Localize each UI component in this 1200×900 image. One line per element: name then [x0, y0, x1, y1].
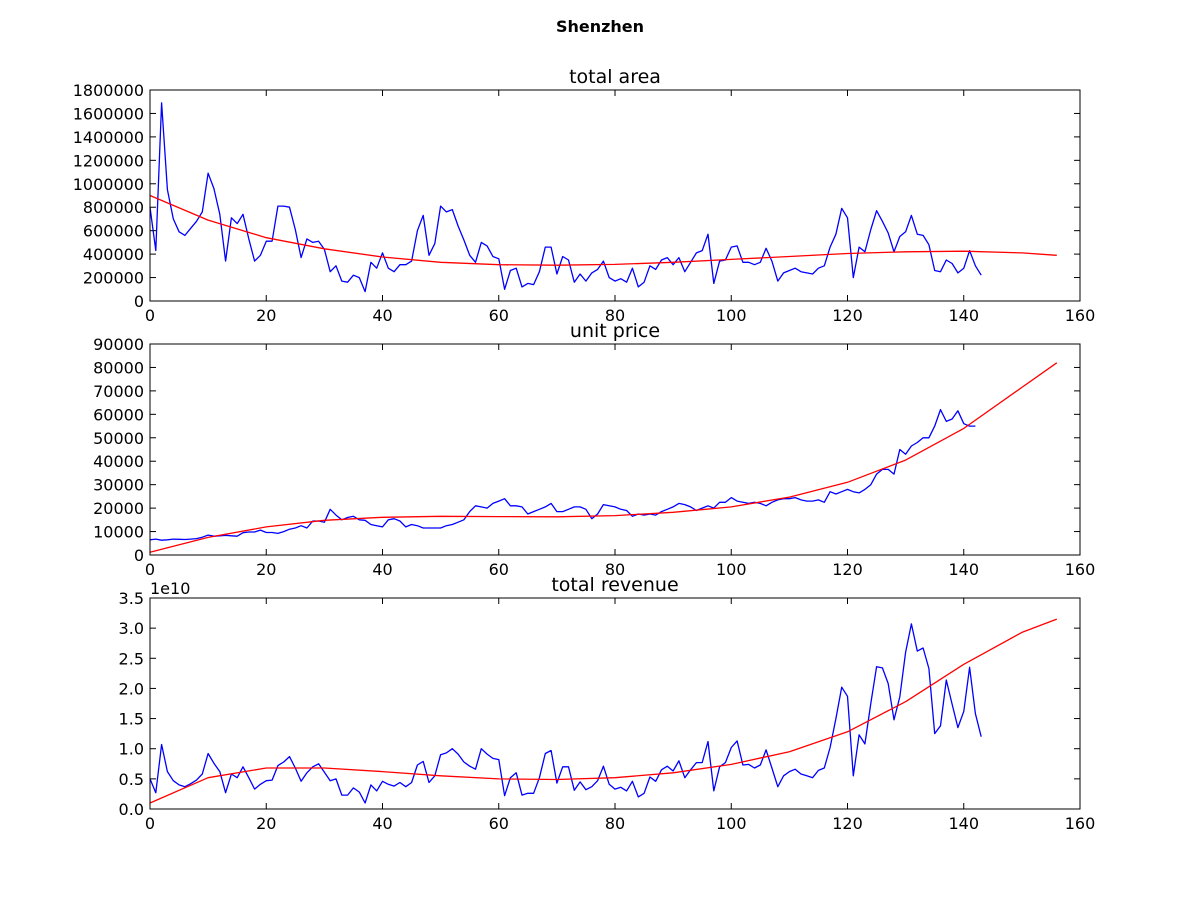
y-tick-label: 1.5: [119, 710, 144, 729]
y-tick-label: 1200000: [73, 151, 144, 170]
y-tick-label: 1600000: [73, 104, 144, 123]
figure-title: Shenzhen: [556, 17, 644, 36]
y-tick-label: 10000: [93, 523, 144, 542]
y-tick-label: 3.5: [119, 589, 144, 608]
y-tick-label: 50000: [93, 429, 144, 448]
subplot-1: 0 20 40 60 80 100 120 140 1600200000400000600000…: [73, 66, 1096, 325]
data-line-2: [149, 408, 976, 541]
y-tick-label: 30000: [93, 476, 144, 495]
x-tick-label: 20: [256, 306, 276, 325]
data-line-3: [149, 623, 982, 804]
x-tick-label: 80: [605, 560, 625, 579]
y-tick-label: 2.5: [119, 649, 144, 668]
x-tick-label: 100: [716, 560, 747, 579]
y-tick-label: 90000: [93, 335, 144, 354]
subplot-title: unit price: [570, 320, 660, 342]
x-tick-label: 60: [489, 814, 509, 833]
y-tick-label: 0.0: [119, 800, 144, 819]
subplot-title: total revenue: [551, 574, 678, 596]
x-tick-label: 60: [489, 560, 509, 579]
subplot-3: 0 20 40 60 80 100 120 140 160 0.0 0.5 1.0 1.5 2.0 2.5 3…: [119, 574, 1096, 833]
y-offset-label: 1e10: [150, 579, 190, 598]
subplot-2: 0 20 40 60 80 100 120 140 1600100002000030000400…: [93, 320, 1095, 579]
y-tick-label: 1.0: [119, 740, 144, 759]
y-tick-label: 20000: [93, 499, 144, 518]
y-tick-label: 2.0: [119, 679, 144, 698]
x-tick-label: 160: [1065, 306, 1096, 325]
x-tick-label: 20: [256, 814, 276, 833]
y-tick-label: 1000000: [73, 175, 144, 194]
y-tick-label: 200000: [83, 269, 144, 288]
x-tick-label: 160: [1065, 560, 1096, 579]
x-tick-label: 140: [948, 560, 979, 579]
y-tick-label: 0.5: [119, 770, 144, 789]
y-tick-label: 1400000: [73, 128, 144, 147]
x-tick-label: 160: [1065, 814, 1096, 833]
x-tick-label: 120: [832, 560, 863, 579]
y-tick-label: 80000: [93, 358, 144, 377]
x-tick-label: 40: [372, 560, 392, 579]
y-tick-label: 3.0: [119, 619, 144, 638]
y-tick-label: 400000: [83, 245, 144, 264]
y-tick-label: 600000: [83, 222, 144, 241]
x-tick-label: 40: [372, 814, 392, 833]
x-tick-label: 40: [372, 306, 392, 325]
x-tick-label: 0: [145, 560, 155, 579]
y-tick-label: 800000: [83, 198, 144, 217]
x-tick-label: 140: [948, 306, 979, 325]
trend-line-3: [149, 618, 1058, 804]
y-tick-label: 0: [134, 546, 144, 565]
y-tick-label: 40000: [93, 452, 144, 471]
subplots: 0 20 40 60 80 100 120 140 1600200000400000600000…: [73, 66, 1096, 833]
x-tick-label: 80: [605, 814, 625, 833]
data-line-1: [149, 102, 982, 293]
x-tick-label: 100: [716, 814, 747, 833]
x-tick-label: 140: [948, 814, 979, 833]
x-tick-label: 80: [605, 306, 625, 325]
y-tick-label: 0: [134, 292, 144, 311]
y-tick-label: 1800000: [73, 81, 144, 100]
trend-line-2: [149, 362, 1058, 553]
x-tick-label: 60: [489, 306, 509, 325]
x-tick-label: 120: [832, 814, 863, 833]
x-tick-label: 120: [832, 306, 863, 325]
trend-line-1: [149, 194, 1057, 266]
x-tick-label: 0: [145, 306, 155, 325]
x-tick-label: 20: [256, 560, 276, 579]
y-tick-label: 70000: [93, 382, 144, 401]
subplot-title: total area: [569, 66, 661, 88]
y-tick-label: 60000: [93, 405, 144, 424]
x-tick-label: 100: [716, 306, 747, 325]
x-tick-label: 0: [145, 814, 155, 833]
